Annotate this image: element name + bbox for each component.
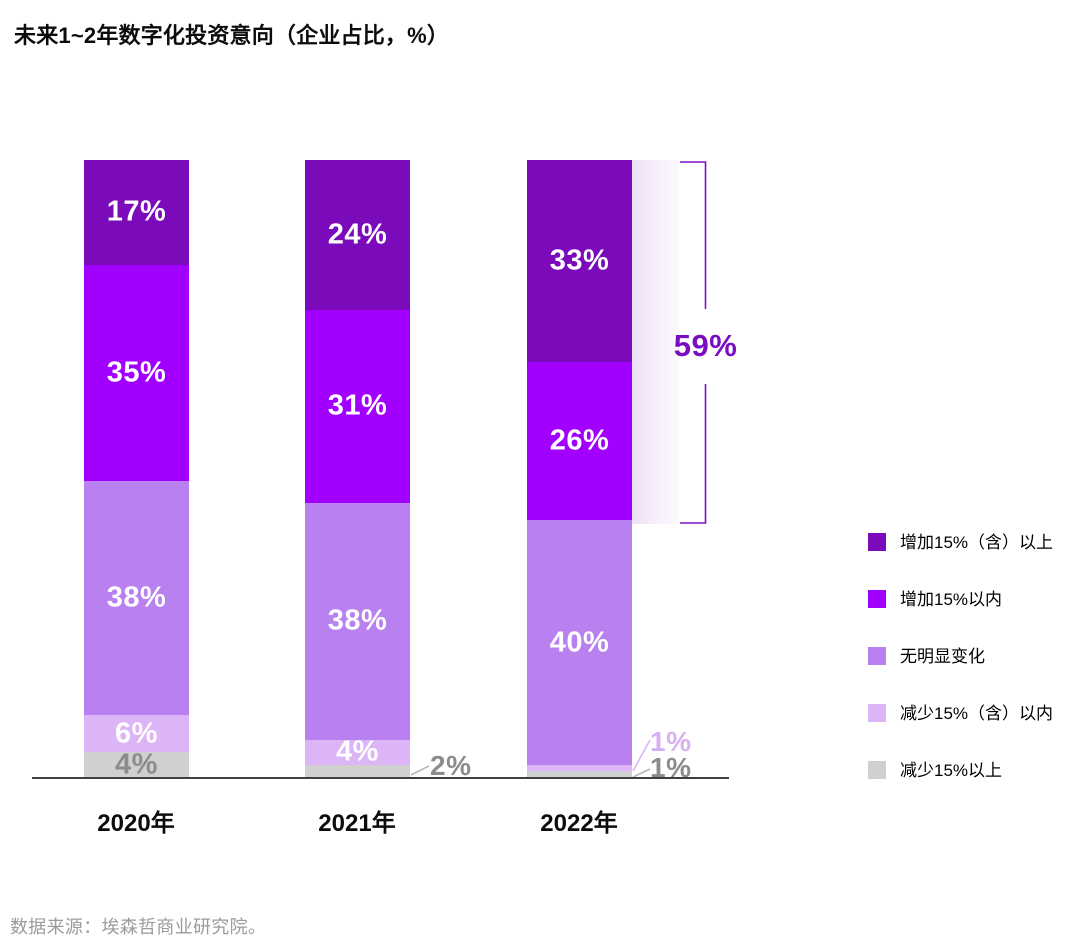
legend-swatch-decrease-over15-icon (868, 761, 886, 779)
legend-label: 无明显变化 (900, 646, 985, 666)
bar-segment (527, 764, 632, 771)
connector-2022-1pct-gray (632, 768, 651, 778)
bar-segment: 6% (84, 715, 189, 753)
legend-item-decrease-within15: 减少15%（含）以内 (868, 704, 1053, 722)
segment-value-label: 4% (336, 735, 379, 768)
legend-label: 减少15%以上 (900, 760, 1003, 780)
segment-value-label: 33% (549, 244, 610, 277)
outside-label-2022-decrease-within15: 1% (650, 726, 692, 757)
bar-segment: 31% (305, 309, 410, 503)
bar-segment: 26% (527, 361, 632, 521)
x-axis-line (32, 777, 729, 779)
bar-segment: 33% (527, 160, 632, 362)
segment-value-label: 38% (106, 581, 167, 614)
segment-value-label: 17% (106, 195, 167, 228)
bar-2020: 17% 35% 38% 6% 4% (84, 160, 189, 779)
bar-segment (527, 770, 632, 777)
x-label-2022: 2022年 (540, 810, 618, 837)
bar-segment: 17% (84, 160, 189, 265)
segment-value-label: 4% (115, 748, 158, 781)
legend-item-increase-within15: 增加15%以内 (868, 590, 1053, 608)
legend-label: 减少15%（含）以内 (900, 703, 1054, 723)
legend-swatch-no-change-icon (868, 647, 886, 665)
legend-label: 增加15%以内 (900, 589, 1003, 609)
legend-swatch-increase-over15-icon (868, 533, 886, 551)
legend-swatch-decrease-within15-icon (868, 704, 886, 722)
segment-value-label: 6% (115, 717, 158, 750)
legend: 增加15%（含）以上 增加15%以内 无明显变化 减少15%（含）以内 减少15… (868, 533, 1053, 779)
bar-segment: 24% (305, 160, 410, 310)
x-label-2020: 2020年 (97, 810, 175, 837)
chart-title: 未来1~2年数字化投资意向（企业占比，%） (14, 23, 450, 48)
segment-value-label: 31% (327, 389, 388, 422)
connector-2022-1pct-lavender (632, 739, 651, 772)
bar-segment: 4% (305, 737, 410, 766)
bar-segment: 35% (84, 264, 189, 481)
bar-segment: 38% (84, 480, 189, 716)
segment-value-label: 35% (106, 356, 167, 389)
bar-segment: 38% (305, 502, 410, 740)
bar-segment: 4% (84, 750, 189, 779)
connector-2021-2pct (410, 765, 430, 776)
bracket-top (680, 161, 707, 309)
legend-item-no-change: 无明显变化 (868, 647, 1053, 665)
legend-label: 增加15%（含）以上 (900, 532, 1054, 552)
outside-label-2021-decrease-over15: 2% (430, 750, 472, 781)
x-label-2021: 2021年 (318, 810, 396, 837)
segment-value-label: 38% (327, 604, 388, 637)
bracket-total-label: 59% (673, 328, 738, 363)
segment-value-label: 40% (549, 626, 610, 659)
bar-2022: 33% 26% 40% (527, 160, 632, 777)
segment-value-label: 26% (549, 424, 610, 457)
legend-item-decrease-over15: 减少15%以上 (868, 761, 1053, 779)
outside-label-2022-decrease-over15: 1% (650, 752, 692, 783)
legend-swatch-increase-within15-icon (868, 590, 886, 608)
segment-value-label: 24% (327, 218, 388, 251)
highlight-gradient (632, 160, 679, 524)
bar-segment: 40% (527, 520, 632, 765)
legend-item-increase-over15: 增加15%（含）以上 (868, 533, 1053, 551)
bar-segment (305, 764, 410, 777)
bracket-bottom (680, 384, 707, 524)
bar-2021: 24% 31% 38% 4% (305, 160, 410, 777)
source-note: 数据来源：埃森哲商业研究院。 (10, 917, 267, 937)
